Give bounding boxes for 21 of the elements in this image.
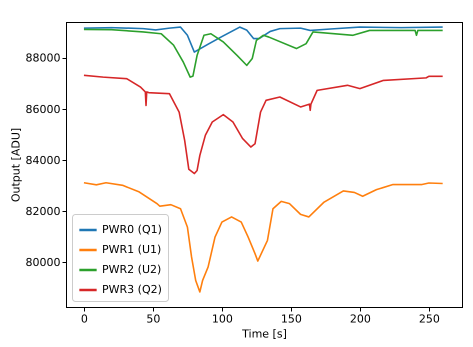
line-series — [83, 28, 444, 78]
line-series — [83, 26, 444, 53]
y-axis-title: Output [ADU] — [10, 128, 23, 202]
x-tick-label: 150 — [280, 312, 302, 326]
y-tick-label: 88000 — [26, 52, 60, 65]
x-tick-label: 50 — [146, 312, 160, 326]
x-axis-title: Time [s] — [241, 328, 287, 340]
y-tick-label: 86000 — [26, 102, 60, 116]
legend-label: PWR3 (Q2) — [102, 283, 162, 296]
line-series — [83, 182, 444, 293]
y-tick-label: 84000 — [26, 154, 60, 167]
x-tick-label: 200 — [350, 312, 371, 326]
y-tick-label: 80000 — [26, 256, 60, 269]
legend-label: PWR0 (Q1) — [102, 223, 162, 236]
line-series — [83, 74, 444, 174]
legend-label: PWR1 (U1) — [102, 243, 162, 256]
x-tick-label: 100 — [212, 312, 233, 326]
x-tick-label: 250 — [418, 312, 440, 326]
y-tick-label: 82000 — [26, 204, 60, 218]
x-tick-label: 0 — [80, 312, 88, 326]
legend-label: PWR2 (U2) — [102, 263, 162, 276]
